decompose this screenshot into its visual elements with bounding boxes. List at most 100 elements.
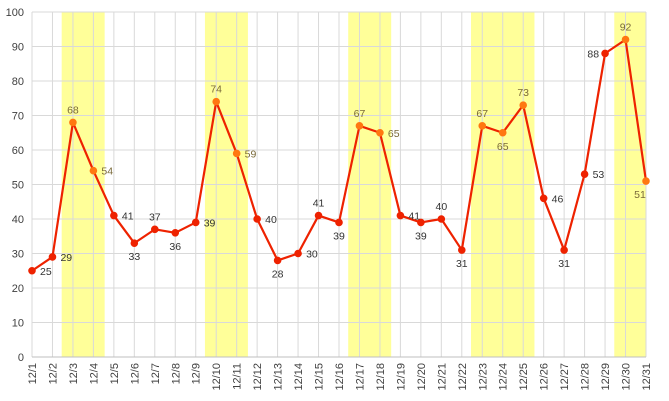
y-tick-label: 90 <box>12 42 24 54</box>
data-label: 92 <box>620 22 632 34</box>
x-tick-label: 12/20 <box>416 363 428 391</box>
y-tick-label: 30 <box>12 249 24 261</box>
y-tick-label: 40 <box>12 214 24 226</box>
data-label: 37 <box>149 211 161 223</box>
y-tick-label: 50 <box>12 180 24 192</box>
data-label: 51 <box>634 189 646 201</box>
data-label: 67 <box>354 108 366 120</box>
data-point <box>376 128 384 137</box>
data-label: 65 <box>388 128 400 140</box>
x-tick-label: 12/8 <box>170 363 182 384</box>
data-point <box>253 215 261 223</box>
data-point <box>110 211 118 220</box>
data-point <box>458 246 466 254</box>
data-label: 53 <box>593 169 605 181</box>
data-label: 59 <box>245 148 257 160</box>
data-label: 73 <box>517 87 529 99</box>
data-point <box>437 215 446 223</box>
data-point <box>498 128 507 137</box>
data-point <box>519 101 528 109</box>
data-point <box>130 239 139 247</box>
data-label: 31 <box>558 258 570 270</box>
data-label: 40 <box>265 214 277 226</box>
data-label: 25 <box>40 266 52 278</box>
data-label: 39 <box>333 230 345 242</box>
data-point <box>560 246 568 254</box>
x-axis-ticks: 12/1 12/2 12/3 12/4 12/5 12/6 12/7 12/8 12/9 12/1… <box>27 363 653 391</box>
y-tick-label: 0 <box>18 352 24 364</box>
data-point <box>294 249 302 258</box>
y-tick-label: 80 <box>12 76 24 88</box>
x-tick-label: 12/18 <box>375 363 387 391</box>
x-tick-label: 12/14 <box>293 363 305 391</box>
x-tick-label: 12/30 <box>621 363 633 391</box>
x-tick-label: 12/10 <box>211 363 223 391</box>
data-label: 41 <box>313 198 325 210</box>
y-tick-label: 20 <box>12 283 24 295</box>
data-point <box>28 266 36 275</box>
data-label: 41 <box>408 211 420 223</box>
data-label: 36 <box>169 241 181 253</box>
data-label: 30 <box>306 249 318 261</box>
x-tick-label: 12/24 <box>498 363 510 391</box>
data-point <box>478 122 487 130</box>
data-point <box>151 225 159 234</box>
x-tick-label: 12/6 <box>129 363 141 384</box>
y-tick-label: 70 <box>12 111 24 123</box>
x-tick-label: 12/29 <box>600 363 612 391</box>
x-tick-label: 12/3 <box>68 363 80 384</box>
data-point <box>69 118 77 127</box>
x-tick-label: 12/11 <box>232 363 244 390</box>
x-tick-label: 12/17 <box>354 363 366 391</box>
data-point <box>601 49 609 58</box>
data-point <box>48 253 57 261</box>
x-tick-label: 12/22 <box>457 363 469 391</box>
y-tick-label: 60 <box>12 145 24 157</box>
data-label: 65 <box>497 141 509 153</box>
y-tick-label: 10 <box>12 318 24 330</box>
x-tick-label: 12/4 <box>88 363 100 384</box>
data-label: 67 <box>476 108 488 120</box>
data-label: 33 <box>128 251 140 263</box>
data-label: 41 <box>122 211 134 223</box>
data-point <box>539 194 548 203</box>
data-point <box>212 97 220 106</box>
data-label: 68 <box>67 104 79 116</box>
data-label: 28 <box>272 268 284 280</box>
x-tick-label: 12/21 <box>436 363 448 391</box>
x-tick-label: 12/16 <box>334 363 346 391</box>
x-tick-label: 12/2 <box>47 363 59 384</box>
x-tick-label: 12/12 <box>252 363 264 391</box>
data-point <box>355 122 364 130</box>
data-point <box>580 170 589 178</box>
data-points <box>28 35 650 275</box>
x-tick-label: 12/1 <box>27 363 39 384</box>
x-tick-label: 12/28 <box>580 363 592 391</box>
data-point <box>273 256 282 265</box>
x-tick-label: 12/23 <box>477 363 489 391</box>
x-tick-label: 12/7 <box>150 363 162 384</box>
data-label: 54 <box>101 166 113 178</box>
data-label: 40 <box>435 201 447 213</box>
y-tick-label: 100 <box>6 7 24 19</box>
x-tick-label: 12/26 <box>539 363 551 391</box>
data-point <box>171 229 180 237</box>
data-label: 88 <box>587 48 599 60</box>
data-point <box>417 218 425 227</box>
x-tick-label: 12/31 <box>641 363 653 391</box>
data-label: 74 <box>210 84 222 96</box>
data-point <box>621 35 630 44</box>
data-label: 39 <box>204 217 216 229</box>
x-tick-label: 12/27 <box>559 363 571 391</box>
data-label: 39 <box>415 230 427 242</box>
x-tick-label: 12/25 <box>518 363 530 391</box>
x-tick-label: 12/13 <box>273 363 285 391</box>
x-tick-label: 12/9 <box>191 363 203 384</box>
data-point <box>642 177 650 185</box>
data-point <box>232 149 241 158</box>
x-tick-label: 12/19 <box>395 363 407 391</box>
data-point <box>89 166 98 175</box>
data-point <box>314 211 323 220</box>
